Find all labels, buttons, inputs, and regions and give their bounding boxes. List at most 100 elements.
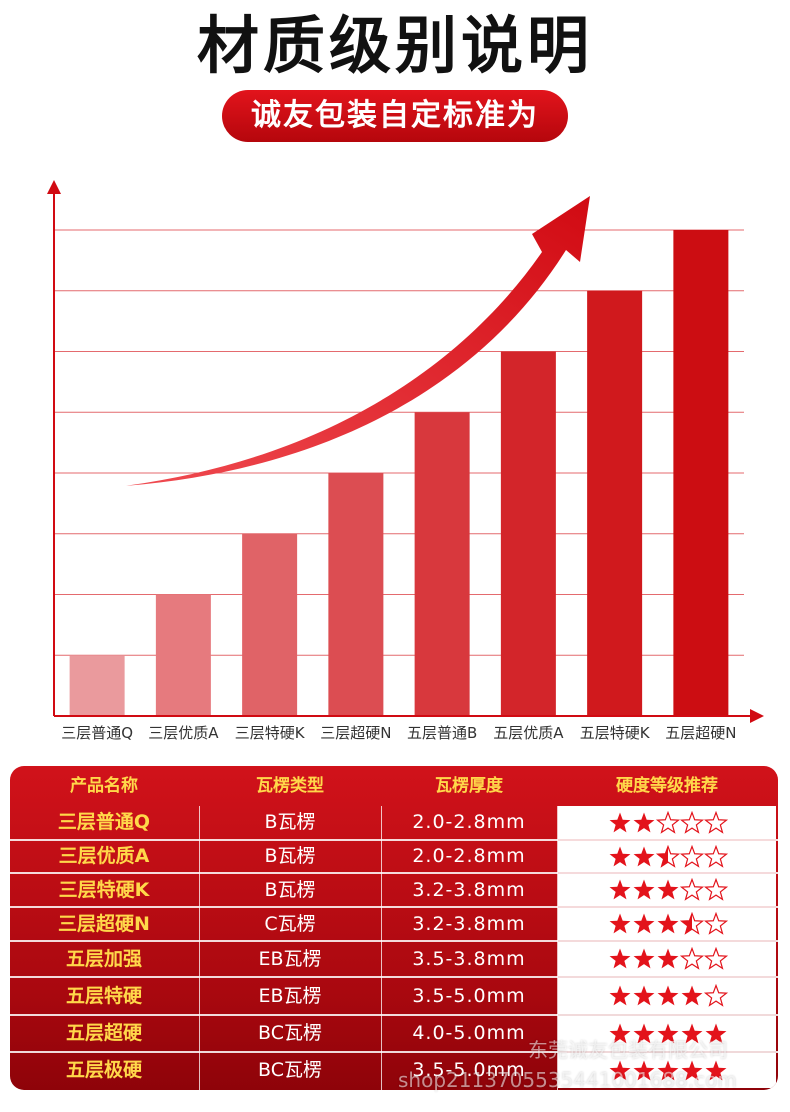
star-rating bbox=[609, 878, 729, 901]
star-half-fill bbox=[657, 846, 668, 867]
x-tick-label: 五层特硬K bbox=[580, 724, 651, 742]
row-divider bbox=[10, 940, 778, 942]
star-rating bbox=[609, 1060, 727, 1081]
product-name-cell: 五层极硬 bbox=[65, 1059, 142, 1081]
flute-type-cell: EB瓦楞 bbox=[258, 948, 322, 970]
star-empty-icon bbox=[655, 811, 681, 834]
star-filled-icon bbox=[609, 879, 631, 900]
table-row: 五层特硬 EB瓦楞 3.5-5.0mm bbox=[10, 978, 778, 1014]
row-divider bbox=[10, 976, 778, 978]
star-filled-icon bbox=[633, 985, 655, 1006]
star-filled-icon bbox=[609, 846, 631, 867]
flute-thickness-cell: 3.2-3.8mm bbox=[412, 879, 526, 901]
star-empty-icon bbox=[703, 912, 729, 935]
table-row: 三层超硬N C瓦楞 3.2-3.8mm bbox=[10, 908, 778, 940]
x-tick-label: 五层优质A bbox=[493, 724, 564, 742]
hardness-rating-cell bbox=[558, 1016, 776, 1051]
star-half-fill bbox=[681, 913, 692, 934]
x-tick-label: 五层普通B bbox=[407, 724, 477, 742]
star-filled-icon bbox=[657, 913, 679, 934]
star-empty-icon bbox=[703, 845, 729, 868]
star-filled-icon bbox=[633, 948, 655, 969]
watermark-url: shop2113705535441001688.com bbox=[398, 1068, 737, 1092]
star-filled-icon bbox=[609, 1060, 631, 1081]
star-filled-icon bbox=[681, 1023, 703, 1044]
bar bbox=[69, 655, 125, 716]
hardness-rating-cell bbox=[558, 978, 776, 1014]
bar bbox=[328, 473, 384, 716]
star-filled-icon bbox=[657, 985, 679, 1006]
star-filled-icon bbox=[609, 948, 631, 969]
column-divider bbox=[199, 806, 200, 1090]
flute-type-cell: B瓦楞 bbox=[264, 811, 316, 833]
x-tick-label: 五层超硬N bbox=[665, 724, 736, 742]
flute-thickness-cell: 4.0-5.0mm bbox=[412, 1022, 526, 1044]
x-tick-label: 三层优质A bbox=[148, 724, 219, 742]
product-name-cell: 三层特硬K bbox=[58, 879, 150, 901]
table-row: 三层优质A B瓦楞 2.0-2.8mm bbox=[10, 841, 778, 872]
star-filled-icon bbox=[657, 1060, 679, 1081]
star-filled-icon bbox=[609, 1023, 631, 1044]
bar bbox=[414, 412, 470, 716]
flute-type-cell: EB瓦楞 bbox=[258, 985, 322, 1007]
row-divider bbox=[10, 1051, 778, 1053]
product-name-cell: 三层超硬N bbox=[58, 913, 150, 935]
product-name-cell: 三层普通Q bbox=[57, 811, 151, 833]
hardness-rating-cell bbox=[558, 841, 776, 872]
header-product-name: 产品名称 bbox=[70, 776, 138, 796]
star-rating bbox=[609, 811, 729, 834]
hardness-rating-cell bbox=[558, 942, 776, 976]
header-hardness-rating: 硬度等级推荐 bbox=[616, 776, 718, 796]
star-rating bbox=[609, 1023, 727, 1044]
watermark-company: 东莞诚友包装有限公司 bbox=[528, 1038, 728, 1062]
table-row: 五层极硬 BC瓦楞 3.5-5.0mm bbox=[10, 1053, 778, 1088]
star-rating bbox=[609, 984, 729, 1007]
bar-chart: 三层普通Q 三层优质A 三层特硬K 三层超硬N 五层普通B 五层优质A 五层特硬K 五层超硬N bbox=[47, 180, 764, 742]
table-row: 五层超硬 BC瓦楞 4.0-5.0mm bbox=[10, 1016, 778, 1051]
table-row: 三层普通Q B瓦楞 2.0-2.8mm bbox=[10, 806, 778, 839]
flute-type-cell: BC瓦楞 bbox=[258, 1022, 322, 1044]
bar bbox=[242, 533, 298, 716]
star-empty-icon bbox=[703, 878, 729, 901]
column-divider bbox=[557, 806, 558, 1090]
bar bbox=[673, 230, 729, 716]
flute-thickness-cell: 2.0-2.8mm bbox=[412, 811, 526, 833]
bar bbox=[587, 290, 643, 716]
flute-type-cell: BC瓦楞 bbox=[258, 1059, 322, 1081]
flute-thickness-cell: 3.5-5.0mm bbox=[412, 985, 526, 1007]
product-name-cell: 五层超硬 bbox=[65, 1022, 142, 1044]
row-divider bbox=[10, 906, 778, 908]
y-axis-arrow-icon bbox=[47, 180, 61, 194]
hardness-rating-cell bbox=[558, 1053, 776, 1088]
star-filled-icon bbox=[657, 948, 679, 969]
star-filled-icon bbox=[633, 879, 655, 900]
star-filled-icon bbox=[633, 812, 655, 833]
material-table: 产品名称 瓦楞类型 瓦楞厚度 硬度等级推荐 三层普通Q B瓦楞 2.0-2.8mm 三… bbox=[10, 766, 778, 1090]
flute-thickness-cell: 3.2-3.8mm bbox=[412, 913, 526, 935]
page-title: 材质级别说明 bbox=[196, 9, 593, 82]
star-rating bbox=[609, 947, 729, 970]
product-name-cell: 五层加强 bbox=[65, 948, 142, 970]
star-empty-icon bbox=[703, 947, 729, 970]
star-rating bbox=[609, 845, 729, 868]
star-filled-icon bbox=[681, 1060, 703, 1081]
product-name-cell: 三层优质A bbox=[58, 845, 150, 867]
star-empty-icon bbox=[679, 845, 705, 868]
row-divider bbox=[10, 839, 778, 841]
star-empty-icon bbox=[703, 984, 729, 1007]
table-row: 三层特硬K B瓦楞 3.2-3.8mm bbox=[10, 874, 778, 906]
product-name-cell: 五层特硬 bbox=[65, 985, 142, 1007]
flute-thickness-cell: 3.5-5.0mm bbox=[412, 1059, 526, 1081]
star-filled-icon bbox=[609, 812, 631, 833]
star-filled-icon bbox=[609, 985, 631, 1006]
bar bbox=[155, 594, 211, 716]
hardness-rating-cell bbox=[558, 874, 776, 906]
table-header: 产品名称 瓦楞类型 瓦楞厚度 硬度等级推荐 bbox=[10, 766, 778, 806]
star-filled-icon bbox=[633, 1023, 655, 1044]
star-empty-icon bbox=[679, 811, 705, 834]
x-axis-arrow-icon bbox=[750, 709, 764, 723]
star-filled-icon bbox=[657, 879, 679, 900]
flute-type-cell: B瓦楞 bbox=[264, 845, 316, 867]
star-filled-icon bbox=[681, 985, 703, 1006]
star-empty-icon bbox=[679, 878, 705, 901]
